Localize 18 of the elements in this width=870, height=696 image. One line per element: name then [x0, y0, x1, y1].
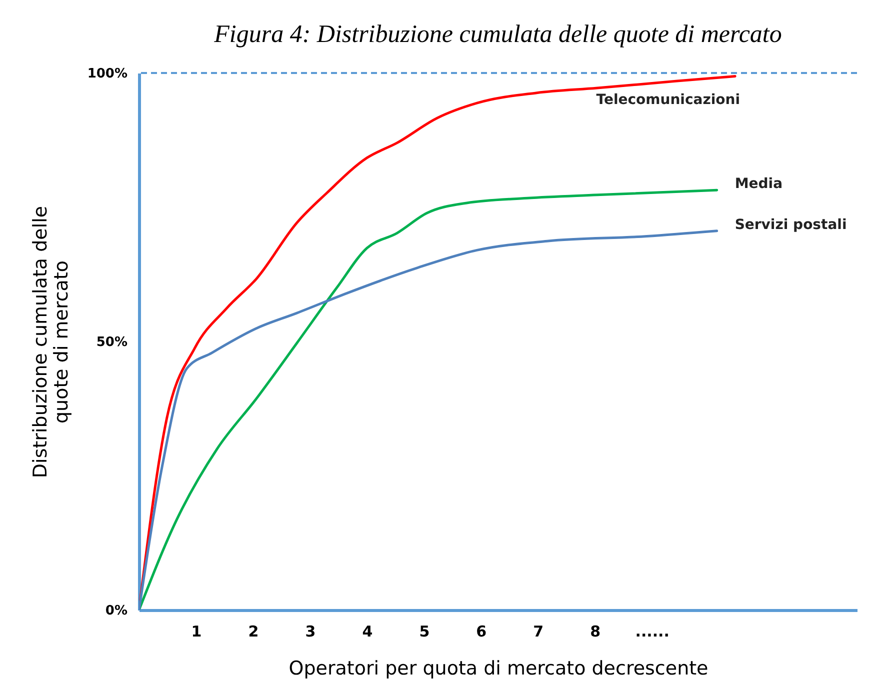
x-tick-label: 1	[191, 622, 202, 640]
x-tick-label: 2	[248, 622, 259, 640]
y-tick-label: 50%	[96, 335, 128, 350]
y-tick-label: 0%	[105, 604, 128, 618]
x-tick-label: 4	[362, 622, 373, 640]
series-label: Telecomunicazioni	[596, 92, 740, 108]
x-tick-label: ......	[635, 622, 670, 640]
series-label: Media	[734, 176, 783, 192]
chart-title: Figura 4: Distribuzione cumulata delle quote di mercato	[213, 21, 782, 48]
series-label: Servizi postali	[734, 216, 847, 233]
x-axis-title: Operatori per quota di mercato decrescente	[288, 658, 708, 680]
x-tick-label: 8	[590, 622, 601, 640]
x-tick-label: 6	[476, 622, 487, 640]
x-tick-label: 7	[533, 622, 544, 640]
y-axis-title: Distribuzione cumulata delle quote di mercato	[29, 206, 72, 478]
x-tick-label: 3	[305, 622, 316, 640]
y-tick-label: 100%	[87, 66, 128, 82]
x-tick-label: 5	[419, 622, 430, 640]
